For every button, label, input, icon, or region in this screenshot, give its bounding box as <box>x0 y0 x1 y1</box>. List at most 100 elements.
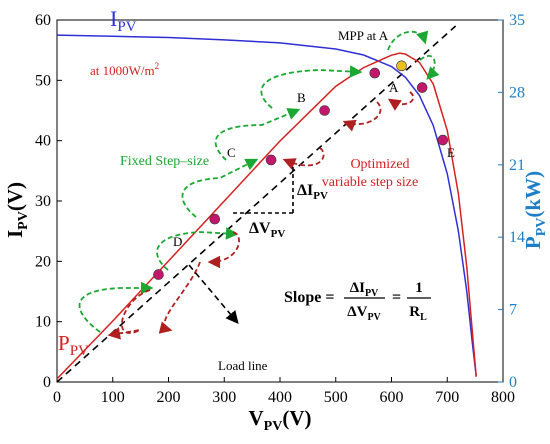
y-right-tick-label: 28 <box>509 84 525 101</box>
yr-title-unit: (kW) <box>521 171 545 218</box>
y-left-tick-label: 30 <box>35 193 51 210</box>
mpp-label: MPP at A <box>338 28 389 43</box>
series-line-i-pv <box>56 34 477 377</box>
optimized-step-arrows <box>107 91 415 340</box>
point-d-label: D <box>173 234 182 249</box>
x-tick-label: 700 <box>435 389 459 406</box>
y-right-tick-label: 35 <box>509 12 525 29</box>
irradiance-sup: 2 <box>155 61 160 71</box>
irradiance-text: at 1000W/m <box>90 63 155 78</box>
x-title-sub: PV <box>264 419 283 434</box>
slope-den-main: ΔV <box>347 304 367 320</box>
yl-title-main: I <box>3 230 27 238</box>
ipv-label-sub: PV <box>117 19 136 35</box>
x-tick-label: 400 <box>268 389 292 406</box>
load-line-label: Load line <box>218 358 268 373</box>
slope-rl-main: R <box>409 304 420 320</box>
operating-point <box>209 213 221 225</box>
x-tick-label: 800 <box>491 389 515 406</box>
irradiance-label: at 1000W/m2 <box>90 61 159 78</box>
green-step-arrow <box>387 30 429 51</box>
yl-title-unit: (V) <box>3 182 27 211</box>
x-tick-label: 500 <box>324 389 348 406</box>
fixed-step-label: Fixed Step–size <box>120 154 209 169</box>
load-line-pointer <box>188 264 239 324</box>
delta-i-label: ΔIPV <box>297 182 328 202</box>
green-step-arrow <box>260 65 363 109</box>
red-step-arrow <box>387 91 415 111</box>
axis-ticks: 0 100 200 300 400 500 600 700 800010203040506007… <box>35 12 525 406</box>
y-left-axis-title: IPV(V) <box>3 182 31 238</box>
yr-title-main: P <box>521 236 545 249</box>
point-a-label: A <box>389 80 399 95</box>
delta-v-sub: PV <box>271 228 286 240</box>
red-step-arrow <box>282 147 325 170</box>
point-b-label: B <box>297 90 306 105</box>
operating-point <box>437 134 449 146</box>
y-right-axis-title: PPV(kW) <box>521 171 549 249</box>
optimized-label-1: Optimized <box>350 157 409 172</box>
operating-point <box>369 67 381 79</box>
slope-label: Slope = <box>284 289 334 306</box>
operating-point <box>396 60 407 72</box>
point-e-label: E <box>447 145 455 160</box>
delta-i-main: ΔI <box>297 182 313 199</box>
ipv-curve-label: IPV <box>110 6 137 35</box>
y-right-tick-label: 21 <box>509 157 525 174</box>
operating-point <box>153 269 164 280</box>
green-step-arrow <box>78 281 154 333</box>
y-left-tick-label: 50 <box>35 72 51 89</box>
y-left-tick-label: 0 <box>43 374 51 391</box>
x-title-main: V <box>249 406 264 430</box>
x-axis-title: VPV(V) <box>249 406 312 434</box>
load-line <box>56 25 457 383</box>
slope-num-main: ΔI <box>350 280 365 296</box>
ppv-label-main: P <box>58 331 70 355</box>
x-tick-label: 200 <box>157 389 181 406</box>
red-step-arrow <box>342 101 382 132</box>
delta-i-sub: PV <box>313 190 328 202</box>
y-left-tick-label: 10 <box>35 314 51 331</box>
slope-rl-sub: L <box>420 312 427 323</box>
ipv-label-main: I <box>110 6 117 31</box>
y-right-tick-label: 0 <box>509 374 517 391</box>
y-left-tick-label: 60 <box>35 12 51 29</box>
y-right-tick-label: 7 <box>509 302 517 319</box>
y-left-tick-label: 40 <box>35 133 51 150</box>
x-tick-label: 300 <box>212 389 236 406</box>
operating-point <box>265 154 277 166</box>
fixed-step-arrows <box>78 30 440 333</box>
x-tick-label: 100 <box>101 389 125 406</box>
point-c-label: C <box>227 145 236 160</box>
y-right-tick-label: 14 <box>509 229 525 246</box>
green-step-arrow <box>181 158 259 218</box>
green-step-arrow <box>156 227 239 271</box>
x-title-unit: (V) <box>282 406 311 430</box>
ppv-label-sub: PV <box>70 343 89 359</box>
slope-one: 1 <box>415 280 423 296</box>
series-line-p-pv <box>56 52 477 380</box>
x-tick-label: 600 <box>380 389 404 406</box>
green-step-arrow <box>419 55 440 80</box>
slope-equals: = <box>392 289 401 306</box>
ppv-curve-label: PPV <box>58 331 89 359</box>
slope-num-sub: PV <box>365 288 379 299</box>
curves <box>56 25 477 383</box>
red-step-arrow <box>107 289 151 340</box>
delta-triangle <box>233 166 294 214</box>
optimized-label-2: variable step size <box>322 175 418 190</box>
x-tick-label: 0 <box>53 389 61 406</box>
operating-point <box>319 105 330 116</box>
yl-title-sub: PV <box>16 211 31 230</box>
yr-title-sub: PV <box>534 218 549 237</box>
delta-v-main: ΔV <box>249 220 271 237</box>
red-step-arrow <box>207 231 240 269</box>
operating-point <box>416 82 428 93</box>
slope-rl: RL <box>409 304 427 323</box>
y-left-tick-label: 20 <box>35 253 51 270</box>
operating-points <box>153 60 449 280</box>
slope-den-sub: PV <box>367 312 381 323</box>
delta-v-label: ΔVPV <box>249 220 285 240</box>
green-step-arrow <box>214 108 301 161</box>
